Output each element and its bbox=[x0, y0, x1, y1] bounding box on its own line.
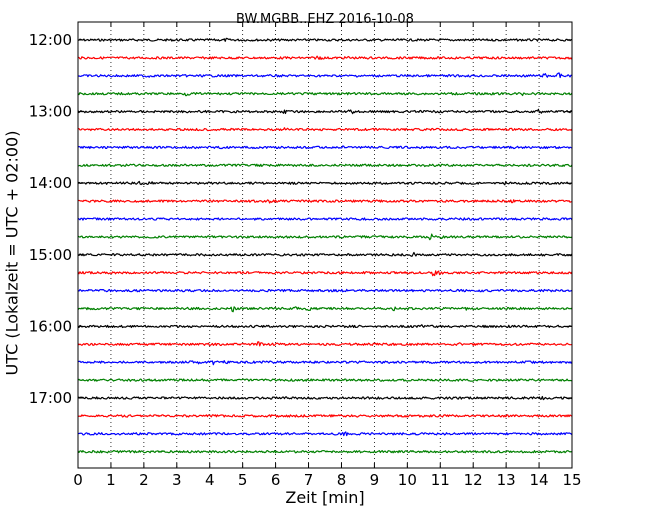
trace-1715 bbox=[77, 414, 573, 418]
x-tick-label: 7 bbox=[304, 471, 314, 489]
x-tick-label: 13 bbox=[497, 471, 516, 489]
trace-1415 bbox=[77, 199, 573, 204]
trace-1400 bbox=[77, 180, 573, 186]
trace-1615 bbox=[77, 341, 573, 347]
x-tick-label: 0 bbox=[73, 471, 83, 489]
trace-1545 bbox=[77, 306, 573, 313]
trace-1230 bbox=[77, 72, 573, 79]
trace-1500 bbox=[77, 251, 573, 257]
trace-1745 bbox=[77, 450, 573, 454]
traces bbox=[77, 37, 573, 454]
x-tick-label: 1 bbox=[106, 471, 116, 489]
x-tick-label: 6 bbox=[271, 471, 281, 489]
y-axis-label: UTC (Lokalzeit = UTC + 02:00) bbox=[2, 130, 22, 376]
trace-1430 bbox=[77, 217, 573, 221]
trace-1530 bbox=[77, 288, 573, 293]
trace-1200 bbox=[77, 37, 573, 42]
y-tick-label: 14:00 bbox=[29, 174, 72, 192]
x-tick-label: 3 bbox=[172, 471, 182, 489]
plot-frame bbox=[77, 21, 573, 469]
trace-1300 bbox=[77, 108, 573, 115]
trace-1700 bbox=[77, 395, 573, 401]
trace-1730 bbox=[77, 431, 573, 437]
y-tick-label: 15:00 bbox=[29, 246, 72, 264]
x-tick-label: 12 bbox=[464, 471, 483, 489]
trace-1445 bbox=[77, 233, 573, 241]
x-axis: 0 1 2 3 4 5 6 7 8 9 10 11 12 13 14 15 bbox=[73, 22, 582, 489]
trace-1315 bbox=[77, 127, 573, 132]
y-tick-label: 17:00 bbox=[29, 389, 72, 407]
trace-1245 bbox=[77, 92, 573, 97]
trace-1330 bbox=[77, 145, 573, 150]
trace-1600 bbox=[77, 324, 573, 329]
x-tick-label: 4 bbox=[205, 471, 215, 489]
y-tick-label: 12:00 bbox=[29, 31, 72, 49]
x-tick-label: 2 bbox=[139, 471, 149, 489]
x-axis-label: Zeit [min] bbox=[285, 488, 365, 507]
trace-1515 bbox=[77, 270, 573, 277]
x-tick-label: 15 bbox=[562, 471, 581, 489]
plot-area bbox=[78, 22, 572, 468]
x-tick-label: 14 bbox=[530, 471, 549, 489]
chart-title: BW.MGBB..EHZ 2016-10-08 bbox=[236, 12, 414, 27]
x-tick-label: 8 bbox=[337, 471, 347, 489]
x-tick-label: 11 bbox=[431, 471, 450, 489]
trace-1215 bbox=[77, 55, 573, 61]
x-tick-label: 10 bbox=[398, 471, 417, 489]
trace-1645 bbox=[77, 378, 573, 382]
y-axis: 12:00 13:00 14:00 15:00 16:00 17:00 bbox=[29, 31, 572, 407]
y-tick-label: 16:00 bbox=[29, 317, 72, 335]
x-tick-label: 9 bbox=[370, 471, 380, 489]
x-tick-label: 5 bbox=[238, 471, 248, 489]
y-tick-label: 13:00 bbox=[29, 103, 72, 121]
trace-1345 bbox=[77, 163, 573, 168]
trace-1630 bbox=[77, 360, 573, 366]
